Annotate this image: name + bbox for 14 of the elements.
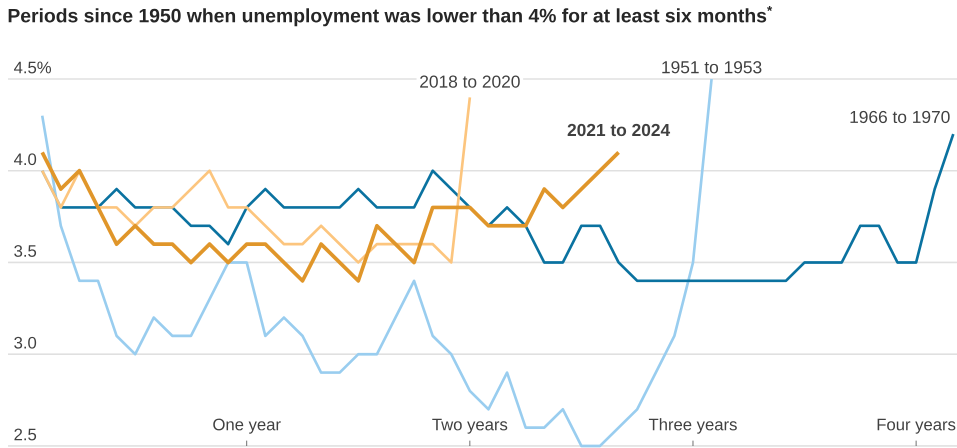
y-tick-label: 2.5 [14, 428, 36, 440]
x-tick-label: One year [213, 418, 281, 434]
series-label: 2018 to 2020 [420, 75, 520, 88]
y-tick-label: 4.0 [14, 153, 36, 166]
y-tick-label: 3.0 [14, 336, 36, 349]
chart-title: Periods since 1950 when unemployment was lower than 4% for at least six months$^{*}$ [8, 6, 772, 26]
series-label: 2021 to 2024 [568, 124, 670, 136]
series-label: 1966 to 1970 [850, 110, 950, 124]
series-label: 1951 to 1953 [662, 61, 762, 74]
x-tick-label: Two years [432, 418, 508, 434]
x-tick-label: Four years [878, 418, 956, 434]
x-tick-label: Three years [648, 418, 737, 434]
y-tick-label: 4.5% [14, 62, 51, 74]
y-tick-label: 3.5 [14, 245, 36, 257]
